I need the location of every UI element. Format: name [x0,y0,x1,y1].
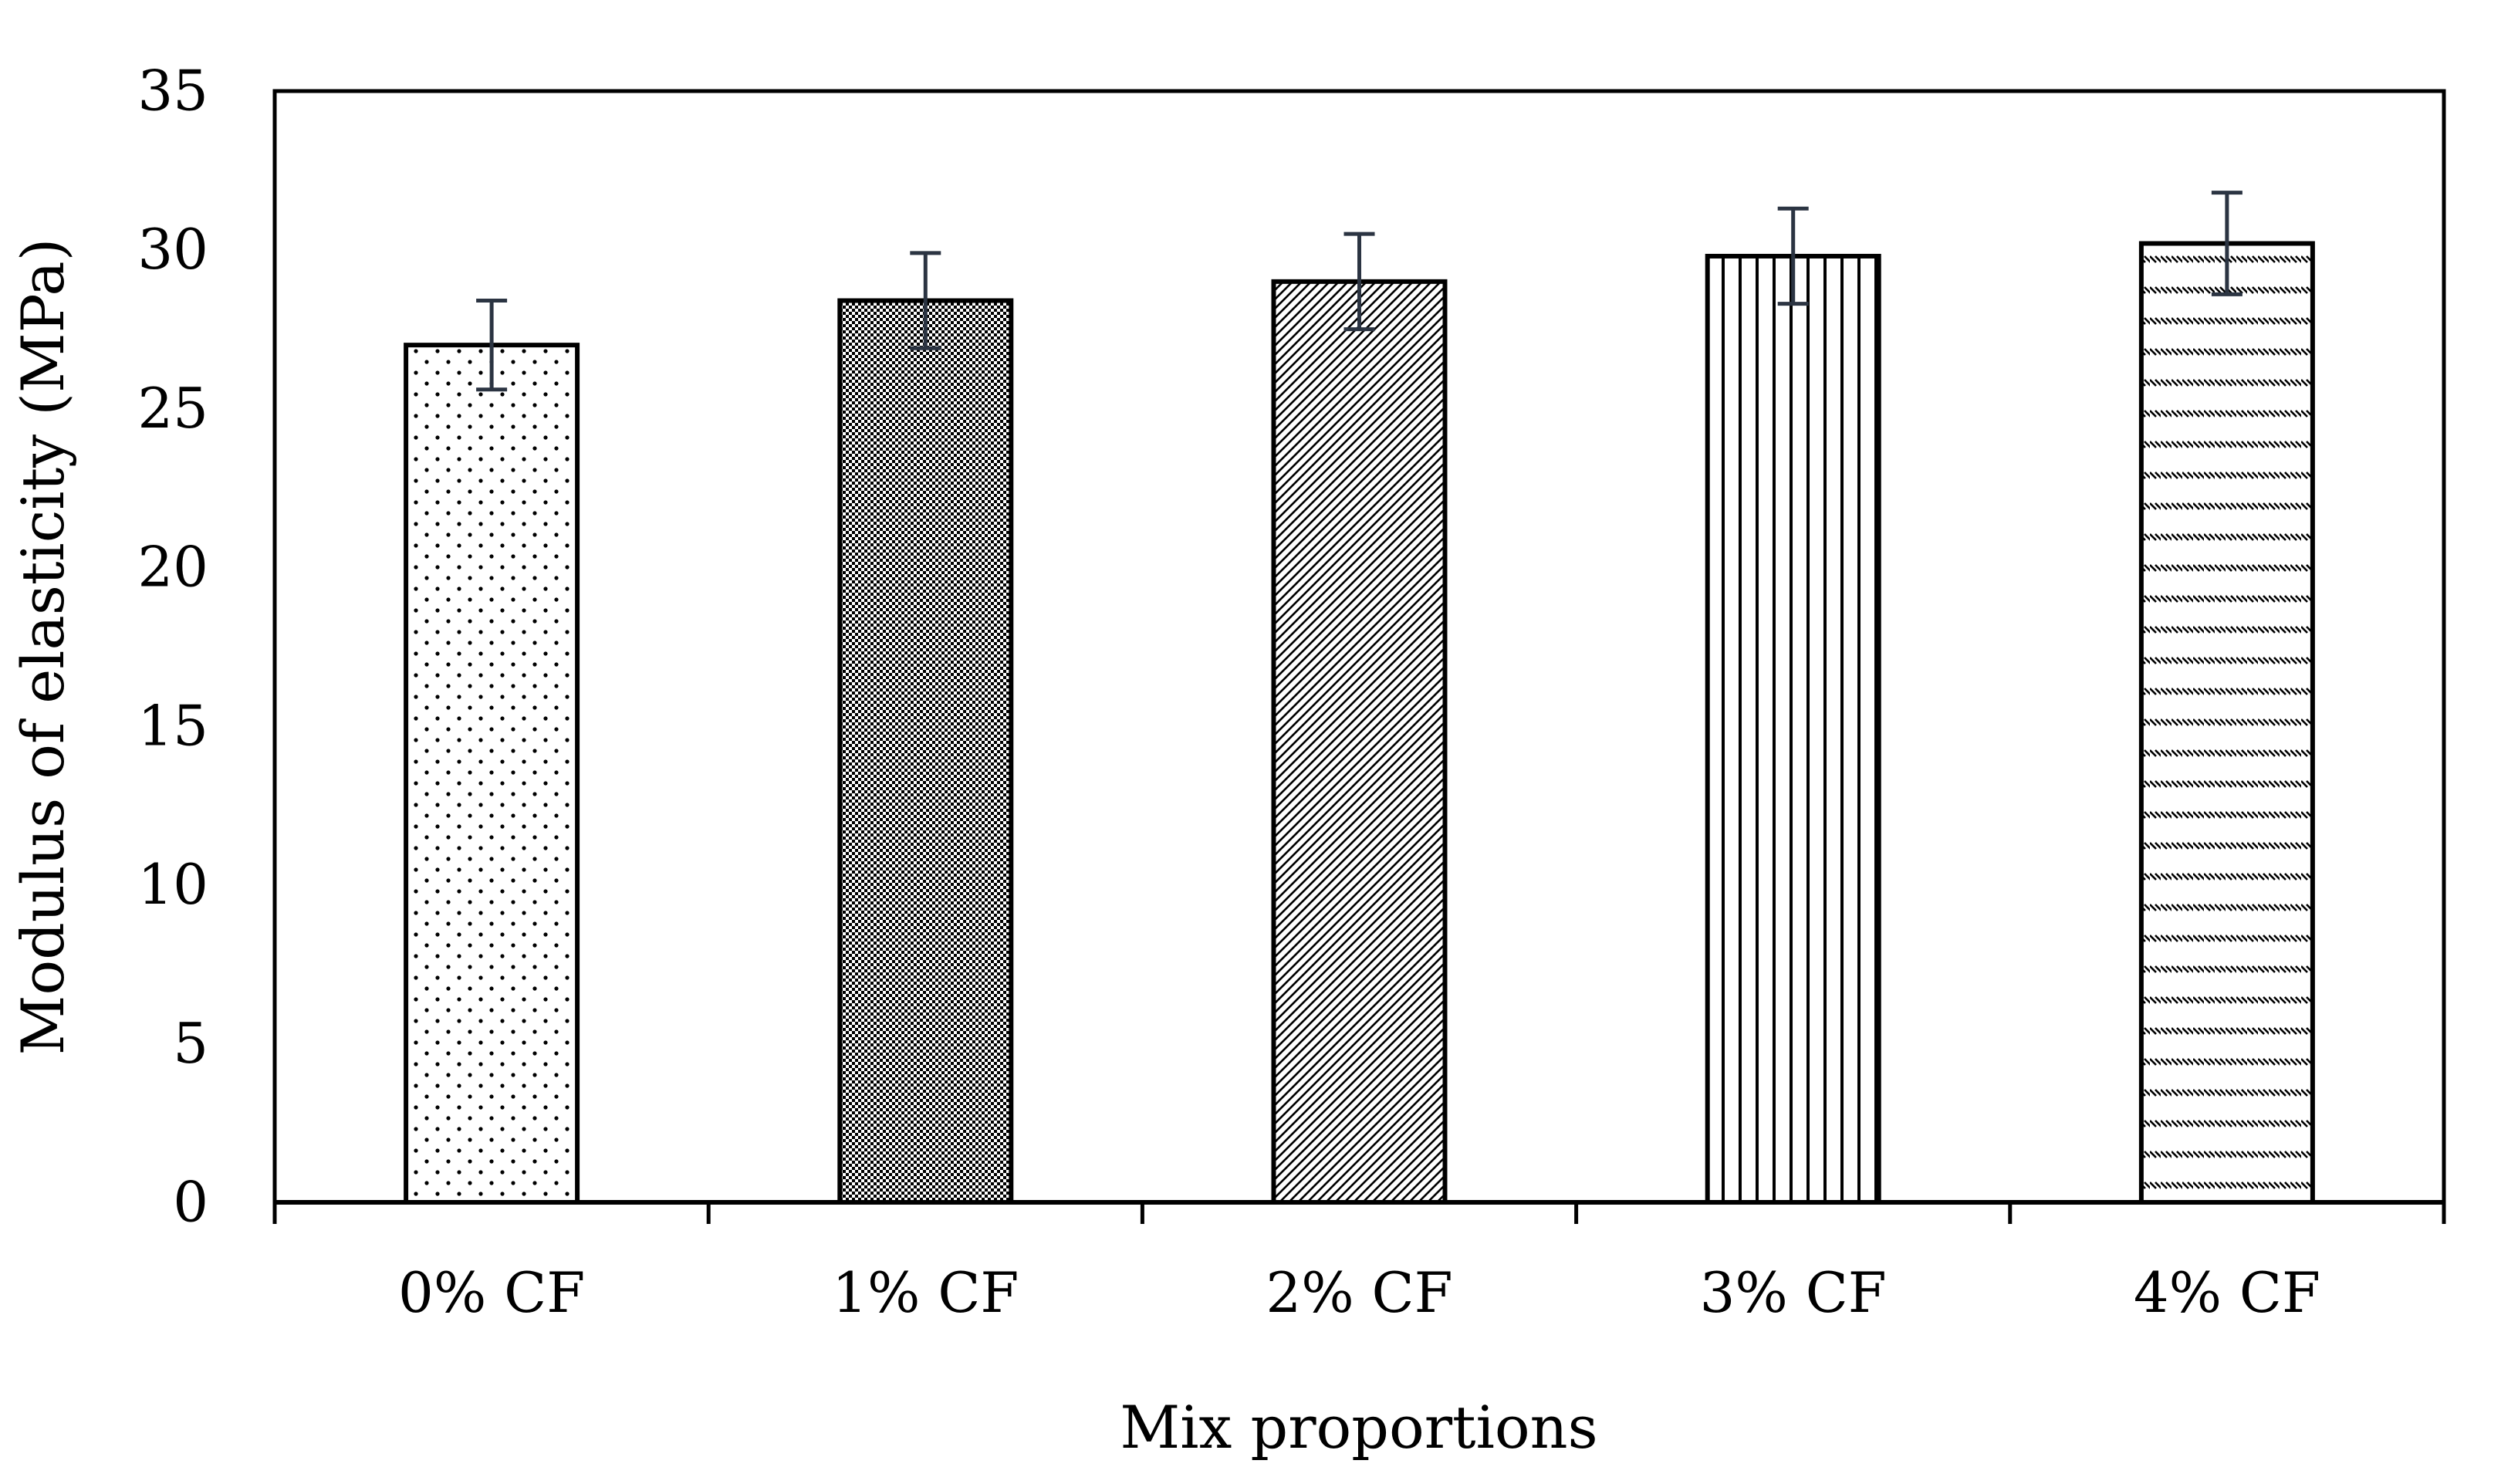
bar [837,298,1014,1205]
error-bar [1343,232,1375,332]
y-tick-label: 35 [137,58,208,123]
x-category-label: 3% CF [1700,1260,1887,1325]
error-bar [1777,206,1809,306]
y-tick-label: 15 [137,693,208,758]
x-category-label: 0% CF [398,1260,585,1325]
y-tick-label: 30 [137,217,208,282]
bar [404,343,580,1205]
y-tick-label: 5 [173,1011,208,1076]
y-tick-label: 20 [137,535,208,600]
y-axis-title: Modulus of elasticity (MPa) [8,238,77,1056]
error-bar [2211,191,2242,296]
error-bar [910,251,941,350]
x-category-labels: 0% CF 1% CF 2% CF 3% CF 4% CF [398,1260,2320,1325]
x-category-label: 2% CF [1266,1260,1452,1325]
x-category-label: 4% CF [2134,1260,2320,1325]
x-axis-title: Mix proportions [1120,1393,1597,1462]
y-tick-label: 10 [137,852,208,917]
y-tick-labels: 0 5 10 15 20 25 30 35 [137,58,208,1234]
bar [1271,279,1448,1205]
y-tick-label: 0 [173,1169,208,1234]
bar [1705,253,1881,1205]
x-category-label: 1% CF [832,1260,1019,1325]
error-bar [476,299,508,392]
bar [2138,241,2315,1205]
y-tick-label: 25 [137,376,208,441]
